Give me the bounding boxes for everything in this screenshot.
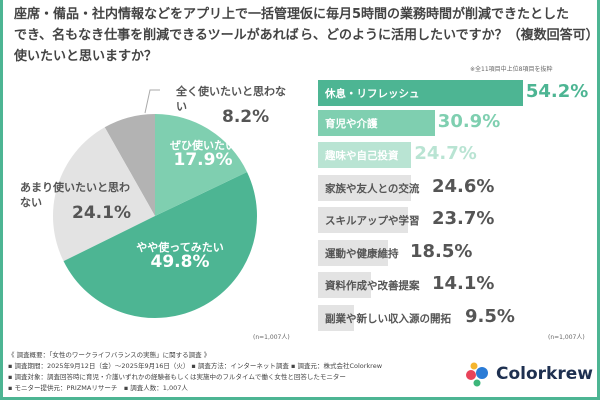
right-n: (n=1,007人) xyxy=(548,334,585,341)
pie-label-2: あまり使いたいと思わない 24.1% xyxy=(20,181,131,223)
note: ※全11項目中上位8項目を抜粋 xyxy=(470,66,553,73)
bar-label: 家族や友人との交流 xyxy=(325,183,420,195)
bar xyxy=(318,240,388,266)
bar-label: 育児や介護 xyxy=(325,118,378,130)
left-n: (n=1,007人) xyxy=(253,334,290,341)
bar-value: 23.7% xyxy=(432,208,495,229)
survey-footer: 《 調査概要：「女性のワークライフバランスの実態」に関する調査 》 ▪ 調査期間：… xyxy=(8,351,383,392)
bar-label: スキルアップや学習 xyxy=(325,215,420,227)
bar-value: 24.6% xyxy=(432,176,495,197)
pie-slice xyxy=(63,171,258,319)
right-question: 仮に毎月5時間の業務時間が削減できたとしたら、どのように活用したいですか？（複数… xyxy=(300,7,599,43)
bar xyxy=(318,142,412,168)
bar-value: 24.7% xyxy=(414,143,477,164)
colorkrew-logo: Colorkrew xyxy=(464,361,593,387)
leader-line xyxy=(144,89,160,114)
bar-label: 副業や新しい収入源の開拓 xyxy=(325,313,451,325)
bar-label: 趣味や自己投資 xyxy=(325,150,399,162)
pie-label-3: 全く使いたいと思わない 8.2% xyxy=(176,85,286,127)
bar-value: 14.1% xyxy=(432,273,495,294)
pie-slice xyxy=(52,127,155,262)
bar xyxy=(318,175,411,201)
bar-label: 休息・リフレッシュ xyxy=(325,88,420,100)
pie-label-1: やや使ってみたい 49.8% xyxy=(136,241,224,272)
bar xyxy=(318,272,372,298)
bar-value: 18.5% xyxy=(410,241,473,262)
bar xyxy=(318,207,408,233)
bar xyxy=(318,305,354,331)
bar-value: 54.2% xyxy=(525,81,589,102)
bar-label: 資料作成や改善提案 xyxy=(325,280,420,292)
bar-value: 30.9% xyxy=(437,111,501,132)
bar xyxy=(318,110,435,136)
logo-mark-icon xyxy=(466,362,488,387)
left-question: 座席・備品・社内情報などをアプリ上で一括管理でき、名もなき仕事を削減できるツール… xyxy=(14,7,301,64)
pie-slice xyxy=(104,114,155,216)
bar xyxy=(318,80,523,106)
pie-slice xyxy=(155,114,248,216)
bar-value: 9.5% xyxy=(465,306,515,327)
pie-label-0: ぜひ使いたい 17.9% xyxy=(170,139,236,170)
bar-label: 運動や健康維持 xyxy=(325,248,399,260)
